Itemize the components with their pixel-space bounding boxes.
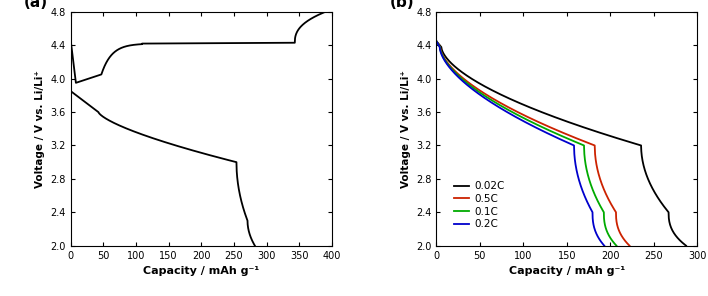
0.1C <box>432 39 440 43</box>
0.5C <box>583 141 591 144</box>
0.5C <box>625 244 634 247</box>
0.1C <box>450 70 459 74</box>
0.2C <box>506 112 515 116</box>
0.2C <box>600 244 608 247</box>
0.1C <box>573 141 581 144</box>
0.02C <box>457 70 466 74</box>
0.2C <box>566 142 575 146</box>
0.1C <box>505 109 513 112</box>
Legend: 0.02C, 0.5C, 0.1C, 0.2C: 0.02C, 0.5C, 0.1C, 0.2C <box>450 177 509 234</box>
0.5C <box>452 70 460 74</box>
0.1C <box>556 133 564 137</box>
0.02C <box>533 109 542 112</box>
0.2C <box>449 70 457 74</box>
0.02C <box>627 141 635 144</box>
Y-axis label: Voltage / V vs. Li/Li⁺: Voltage / V vs. Li/Li⁺ <box>401 70 411 188</box>
Line: 0.5C: 0.5C <box>436 41 629 246</box>
Line: 0.02C: 0.02C <box>436 41 686 246</box>
Line: 0.1C: 0.1C <box>436 41 617 246</box>
0.02C <box>432 39 440 43</box>
Text: (a): (a) <box>24 0 48 9</box>
0.2C <box>500 109 508 112</box>
0.1C <box>576 142 584 146</box>
0.5C <box>517 112 525 116</box>
0.5C <box>432 39 440 43</box>
0.02C <box>603 133 612 137</box>
0.02C <box>542 112 551 116</box>
0.2C <box>547 133 556 137</box>
Line: 0.2C: 0.2C <box>436 41 604 246</box>
0.2C <box>563 141 571 144</box>
Y-axis label: Voltage / V vs. Li/Li⁺: Voltage / V vs. Li/Li⁺ <box>35 70 45 188</box>
0.1C <box>511 112 520 116</box>
0.5C <box>510 109 519 112</box>
X-axis label: Capacity / mAh g⁻¹: Capacity / mAh g⁻¹ <box>509 266 625 276</box>
0.2C <box>432 39 440 43</box>
0.02C <box>682 244 690 247</box>
0.5C <box>565 133 573 137</box>
0.5C <box>586 142 595 146</box>
0.02C <box>632 142 640 146</box>
Text: (b): (b) <box>389 0 414 9</box>
X-axis label: Capacity / mAh g⁻¹: Capacity / mAh g⁻¹ <box>143 266 259 276</box>
0.1C <box>612 244 621 247</box>
